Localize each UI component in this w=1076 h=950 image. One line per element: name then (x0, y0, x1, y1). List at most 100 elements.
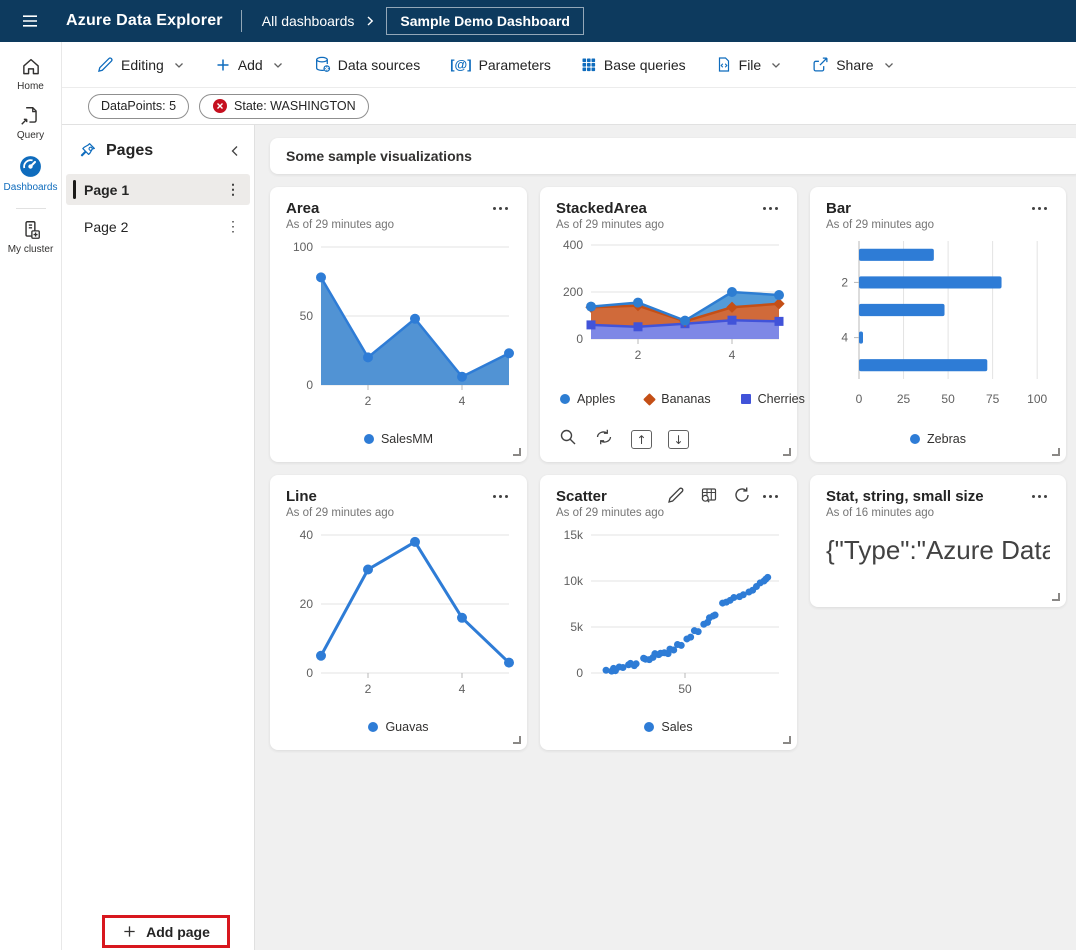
pin-icon (80, 143, 95, 157)
chevron-down-icon (173, 59, 185, 71)
text-tile[interactable]: Some sample visualizations (270, 138, 1076, 174)
tile-bar[interactable]: Bar As of 29 minutes ago 0 25 50 75 100 2 4 Ze… (810, 187, 1066, 462)
tile-title: Bar (826, 200, 852, 217)
tile-toolbar: ↑ ↓ (559, 428, 689, 451)
legend-circle-icon (560, 394, 570, 404)
base-queries-button[interactable]: Base queries (581, 57, 686, 73)
legend-label: Guavas (385, 720, 429, 734)
explore-data-icon[interactable] (700, 486, 718, 509)
tile-stat[interactable]: Stat, string, small size As of 16 minute… (810, 475, 1066, 607)
legend: Guavas (270, 720, 527, 734)
more-menu-icon[interactable] (1029, 204, 1050, 213)
arrow-down-icon[interactable]: ↓ (668, 430, 689, 449)
resize-handle[interactable] (783, 448, 791, 456)
divider (240, 10, 242, 32)
svg-text:15k: 15k (564, 528, 584, 542)
scatter-chart: 0 5k 10k 15k 50 (564, 528, 779, 696)
more-menu-icon[interactable] (490, 204, 511, 213)
dashboards-icon (20, 156, 41, 177)
edit-icon[interactable] (667, 486, 685, 509)
tile-scatter[interactable]: Scatter As of 29 minutes ago 0 5k 10k 15k 50… (540, 475, 797, 750)
pages-title: Pages (106, 141, 154, 159)
tile-subtitle: As of 29 minutes ago (286, 219, 395, 231)
text-tile-content: Some sample visualizations (286, 148, 472, 164)
more-menu-icon[interactable] (760, 492, 781, 501)
parameters-icon: [@] (450, 57, 472, 72)
refresh-icon[interactable] (733, 486, 751, 509)
parameters-button[interactable]: [@] Parameters (450, 57, 551, 73)
svg-text:75: 75 (986, 392, 1000, 406)
svg-text:4: 4 (841, 331, 848, 345)
resize-handle[interactable] (783, 736, 791, 744)
arrow-up-icon[interactable]: ↑ (631, 430, 652, 449)
legend-item[interactable]: Zebras (910, 432, 966, 446)
dashboard-name[interactable]: Sample Demo Dashboard (386, 7, 584, 35)
collapse-panel-icon[interactable] (226, 142, 244, 160)
search-icon[interactable] (559, 428, 577, 451)
page-item-1[interactable]: Page 1 ⋮ (66, 174, 250, 205)
legend-item[interactable]: Cherries (740, 392, 805, 406)
share-button[interactable]: Share (812, 56, 894, 73)
legend-item[interactable]: SalesMM (363, 432, 433, 446)
svg-text:0: 0 (306, 378, 313, 392)
plus-icon (215, 57, 231, 73)
legend: Apples Bananas Cherries (540, 392, 805, 406)
legend-item[interactable]: Apples (560, 392, 615, 406)
filter-pill-state[interactable]: State: WASHINGTON (199, 93, 369, 119)
file-code-icon (716, 56, 732, 73)
svg-text:2: 2 (841, 275, 848, 289)
breadcrumb-all-dashboards[interactable]: All dashboards (261, 13, 355, 29)
data-sources-button[interactable]: Data sources (314, 56, 420, 73)
grid-icon (581, 57, 597, 73)
parameters-label: Parameters (478, 56, 551, 73)
tile-subtitle: As of 29 minutes ago (556, 507, 665, 519)
page-menu-icon[interactable]: ⋮ (226, 218, 240, 234)
toolbar: Editing Add Data sources [@] Parameters … (62, 42, 1076, 88)
data-sources-label: Data sources (337, 56, 421, 73)
add-label: Add (237, 56, 263, 73)
legend-circle-icon (910, 434, 921, 444)
dismiss-icon[interactable] (212, 98, 228, 114)
tile-stackedarea[interactable]: StackedArea As of 29 minutes ago 0 200 400… (540, 187, 805, 462)
bar-chart: 0 25 50 75 100 2 4 (841, 241, 1048, 406)
nav-item-home[interactable]: Home (17, 56, 44, 92)
page-menu-icon[interactable]: ⋮ (226, 181, 240, 197)
file-button[interactable]: File (716, 56, 783, 73)
legend-item[interactable]: Bananas (643, 392, 711, 406)
divider (15, 208, 46, 209)
stat-value: {"Type":"Azure Data E... (826, 535, 1050, 565)
editing-button[interactable]: Editing (97, 56, 185, 73)
tile-line[interactable]: Line As of 29 minutes ago 0 20 40 2 4 Guavas (270, 475, 527, 750)
more-menu-icon[interactable] (760, 204, 781, 213)
legend-label: Apples (577, 392, 616, 406)
tile-area[interactable]: Area As of 29 minutes ago 0 50 100 2 4 Sales… (270, 187, 527, 462)
hamburger-menu-icon[interactable] (20, 11, 40, 31)
legend-label: Bananas (661, 392, 711, 406)
resize-handle[interactable] (513, 448, 521, 456)
page-item-2[interactable]: Page 2 ⋮ (66, 211, 250, 242)
svg-text:400: 400 (563, 238, 583, 252)
page-label: Page 2 (84, 218, 129, 235)
nav-item-dashboards[interactable]: Dashboards (4, 154, 57, 193)
add-page-button[interactable]: Add page (102, 915, 230, 948)
legend-item[interactable]: Guavas (368, 720, 429, 734)
cycle-icon[interactable] (593, 428, 615, 451)
pages-header: Pages (78, 141, 244, 160)
nav-item-my-cluster[interactable]: My cluster (8, 219, 53, 255)
more-menu-icon[interactable] (1029, 492, 1050, 501)
add-button[interactable]: Add (215, 57, 284, 73)
nav-item-query[interactable]: Query (17, 105, 44, 141)
line-chart: 0 20 40 2 4 (300, 528, 514, 696)
resize-handle[interactable] (1052, 448, 1060, 456)
share-label: Share (836, 56, 874, 73)
tile-title: Scatter (556, 488, 607, 505)
more-menu-icon[interactable] (490, 492, 511, 501)
filter-pill-datapoints[interactable]: DataPoints: 5 (88, 93, 190, 119)
resize-handle[interactable] (1052, 593, 1060, 601)
legend-item[interactable]: Sales (644, 720, 693, 734)
tile-subtitle: As of 29 minutes ago (556, 219, 665, 231)
legend-label: Zebras (927, 432, 966, 446)
svg-text:50: 50 (300, 309, 314, 323)
nav-rail: Home Query Dashboards My cluster (0, 42, 62, 950)
resize-handle[interactable] (513, 736, 521, 744)
